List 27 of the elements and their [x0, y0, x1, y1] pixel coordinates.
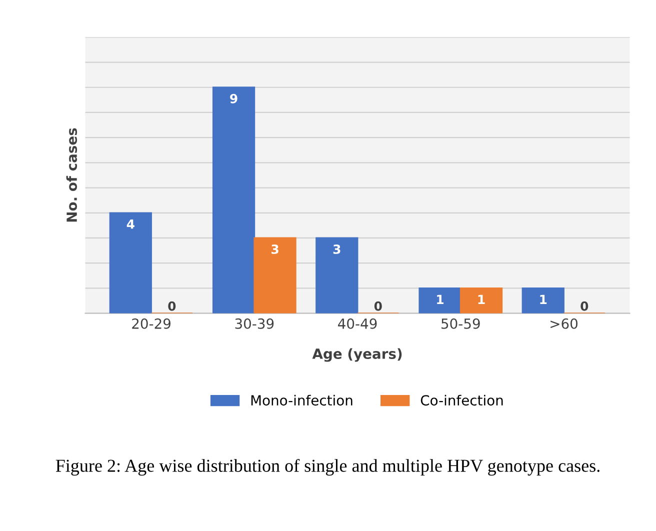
- data-label: 0: [580, 301, 588, 311]
- bar: [460, 287, 503, 314]
- legend-label: Mono-infection: [251, 394, 352, 406]
- data-label: 3: [272, 244, 278, 254]
- x-tick-label: 30-39: [235, 318, 274, 329]
- data-label: 1: [478, 294, 485, 304]
- caption: Figure 2: Age wise distribution of single and multiple HPV genotype cases.: [56, 458, 600, 476]
- x-tick-label: 40-49: [338, 318, 377, 329]
- data-label: 9: [230, 94, 238, 104]
- x-axis-title: Age (years): [312, 348, 402, 362]
- data-label: 0: [168, 301, 176, 311]
- bar: [522, 287, 564, 314]
- bar: [109, 212, 152, 314]
- bar: [316, 237, 358, 314]
- x-tick-label: >60: [550, 318, 578, 329]
- legend-label: Co-infection: [420, 394, 503, 406]
- data-label: 0: [374, 301, 382, 311]
- bar: [254, 237, 296, 314]
- y-axis-title: No. of cases: [66, 128, 78, 222]
- data-label: 4: [126, 220, 134, 229]
- bar: [418, 287, 462, 314]
- data-label: 1: [540, 294, 547, 304]
- x-tick-label: 20-29: [132, 318, 170, 329]
- x-tick-label: 50-59: [442, 318, 480, 329]
- bar: [212, 86, 256, 314]
- data-label: 3: [333, 244, 340, 254]
- data-label: 1: [437, 294, 444, 304]
